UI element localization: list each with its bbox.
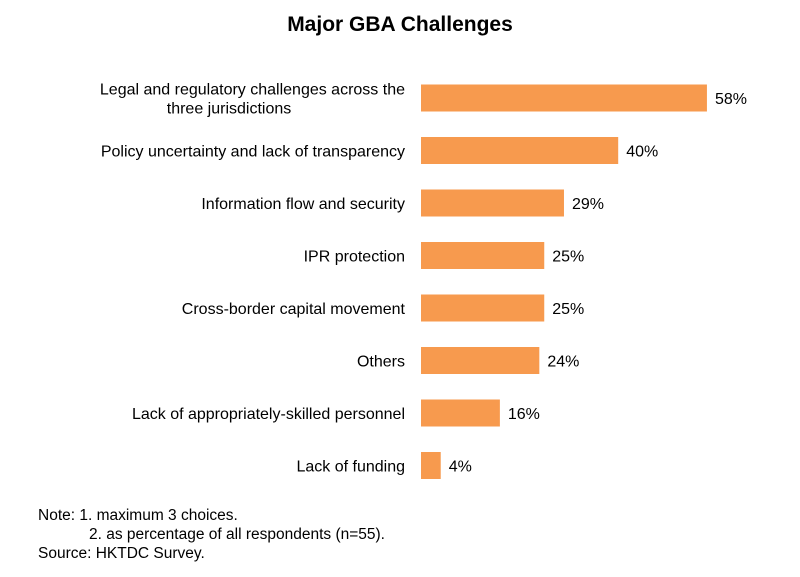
bars-layer: 58% Legal and regulatory challenges acros… [100, 82, 747, 479]
note-line-2: 2. as percentage of all respondents (n=5… [89, 526, 385, 543]
bar-3 [421, 242, 545, 269]
category-label-0-line-0: Legal and regulatory challenges across t… [100, 82, 405, 99]
value-label-5: 24% [547, 354, 579, 371]
bar-1 [421, 137, 619, 164]
value-label-1: 40% [626, 144, 658, 161]
category-label-2: Information flow and security [201, 196, 405, 213]
bar-4 [421, 294, 545, 322]
note-line-1: Note: 1. maximum 3 choices. [38, 507, 238, 524]
value-label-0: 58% [715, 91, 747, 108]
bar-0 [421, 84, 707, 112]
category-label-3: IPR protection [304, 249, 405, 266]
category-label-4: Cross-border capital movement [182, 301, 406, 318]
bar-2 [421, 189, 564, 217]
value-label-6: 16% [508, 406, 540, 423]
category-label-7: Lack of funding [296, 459, 405, 476]
category-label-0-line-1: three jurisdictions [167, 101, 292, 118]
chart-title: Major GBA Challenges [287, 13, 513, 36]
chart-notes: Note: 1. maximum 3 choices. 2. as percen… [38, 506, 385, 563]
chart: Major GBA Challenges 58% Legal and regula… [100, 13, 747, 479]
source-line: Source: HKTDC Survey. [38, 545, 205, 562]
value-label-4: 25% [552, 301, 584, 318]
bar-6 [421, 399, 500, 427]
value-label-2: 29% [572, 196, 604, 213]
value-label-3: 25% [552, 249, 584, 266]
category-label-5: Others [357, 354, 405, 371]
category-label-1: Policy uncertainty and lack of transpare… [101, 144, 405, 161]
bar-5 [421, 347, 540, 374]
category-label-6: Lack of appropriately-skilled personnel [132, 406, 405, 423]
value-label-7: 4% [449, 459, 472, 476]
bar-7 [421, 452, 441, 479]
